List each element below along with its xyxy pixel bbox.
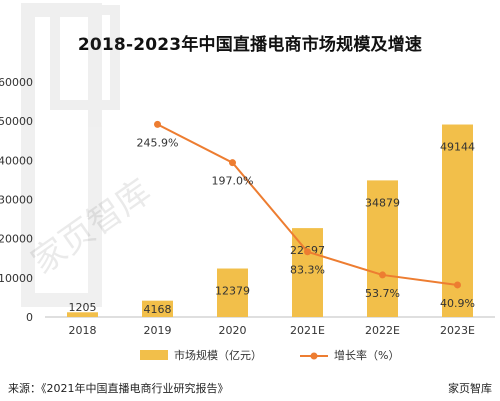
growth-point (304, 248, 311, 256)
y-tick-label: 50000 (0, 115, 33, 128)
bar-value-label: 1205 (69, 301, 97, 314)
growth-point (454, 281, 461, 289)
y-tick-label: 20000 (0, 233, 33, 246)
x-tick-label: 2021E (290, 324, 325, 337)
bar-value-label: 34879 (365, 196, 400, 209)
growth-label: 83.3% (290, 264, 325, 277)
growth-label: 197.0% (212, 175, 254, 188)
x-tick-label: 2023E (440, 324, 475, 337)
growth-point (154, 120, 161, 128)
bar (67, 312, 98, 317)
source-note: 来源：《2021年中国直播电商行业研究报告》 (8, 382, 229, 395)
bar-value-label: 4168 (144, 303, 172, 316)
growth-point (379, 271, 386, 279)
brand-label: 家页智库 (448, 382, 492, 395)
chart-title: 2018-2023年中国直播电商市场规模及增速 (77, 35, 423, 55)
y-tick-label: 0 (26, 311, 33, 324)
x-tick-label: 2018 (69, 324, 97, 337)
legend-label-bars: 市场规模（亿元） (174, 348, 262, 362)
y-tick-label: 40000 (0, 154, 33, 167)
legend-swatch-bars (140, 350, 168, 360)
growth-label: 40.9% (440, 297, 475, 310)
bar (292, 228, 323, 317)
bar (217, 268, 248, 317)
bar (367, 180, 398, 317)
bar-value-label: 49144 (440, 141, 475, 154)
y-tick-label: 10000 (0, 272, 33, 285)
x-tick-label: 2019 (144, 324, 172, 337)
bar-value-label: 12379 (215, 285, 250, 298)
growth-label: 53.7% (365, 287, 400, 300)
watermark-logo (21, 3, 120, 307)
growth-label: 245.9% (137, 136, 179, 149)
bar (142, 300, 173, 317)
y-tick-label: 30000 (0, 194, 33, 207)
x-tick-label: 2022E (365, 324, 400, 337)
y-tick-label: 60000 (0, 76, 33, 89)
legend-swatch-marker (310, 352, 318, 360)
x-tick-label: 2020 (219, 324, 247, 337)
growth-point (229, 159, 236, 167)
legend-label-line: 增长率（%） (334, 348, 399, 362)
